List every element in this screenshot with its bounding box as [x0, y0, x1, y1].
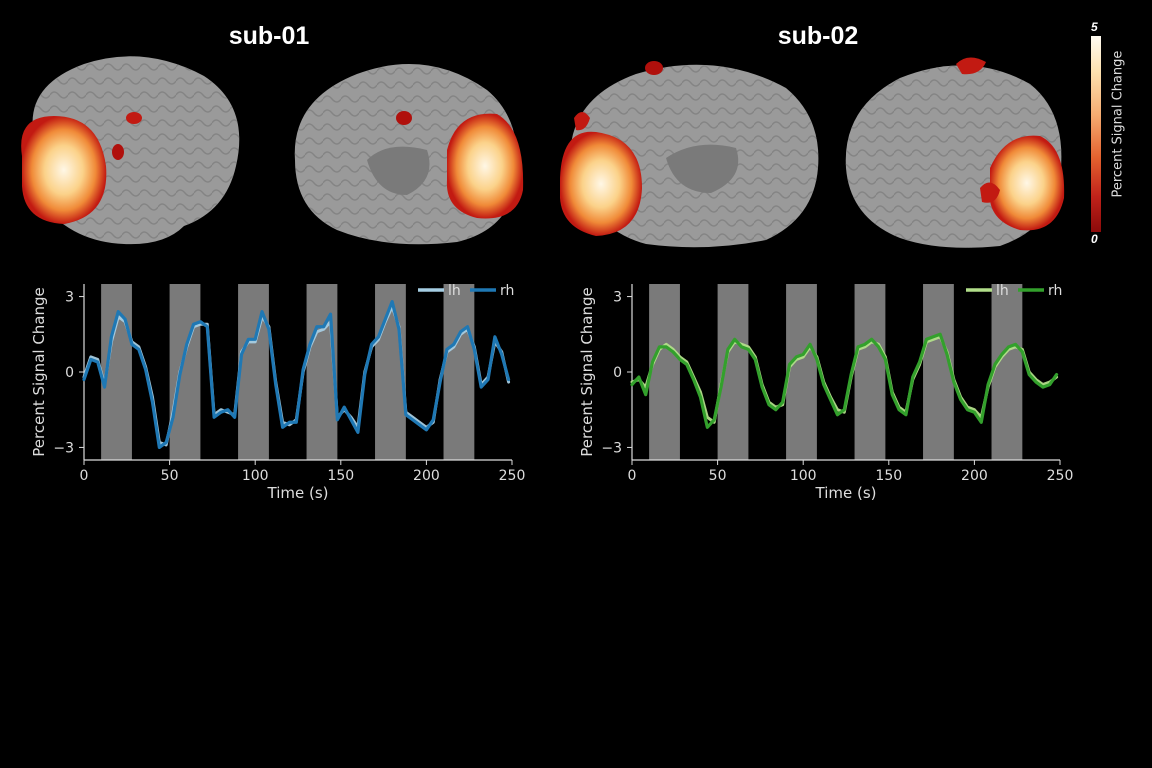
x-tick-label-5: 250 [499, 468, 526, 484]
brain-render-sub02-medial [560, 61, 819, 248]
y-tick-label-0: −3 [601, 440, 622, 456]
x-tick-label-1: 50 [161, 468, 179, 484]
y-tick-label-1: 0 [65, 365, 74, 381]
stimulus-block-1 [169, 284, 201, 460]
x-tick-label-3: 150 [327, 468, 354, 484]
stimulus-block-5 [443, 284, 475, 460]
x-tick-label-4: 200 [413, 468, 440, 484]
x-tick-label-2: 100 [790, 468, 817, 484]
series-line-rh [82, 300, 511, 450]
x-tick-label-0: 0 [628, 468, 637, 484]
x-tick-label-1: 50 [709, 468, 727, 484]
timecourse-chart-sub01: 0 50 100 150 200 250 −3 0 3 Time (s) Percent Signa… [30, 283, 526, 502]
colorbar-title: Percent Signal Change [1110, 50, 1126, 198]
stimulus-block-4 [923, 284, 954, 460]
subject-title-1: sub-01 [228, 22, 310, 50]
colorbar-max-label: 5 [1091, 20, 1098, 34]
x-axis-label: Time (s) [267, 484, 329, 502]
legend-label-lh: lh [996, 283, 1009, 299]
x-tick-label-5: 250 [1047, 468, 1074, 484]
stimulus-block-3 [306, 284, 338, 460]
colorbar [1091, 36, 1101, 232]
timecourse-chart-sub02: 0 50 100 150 200 250 −3 0 3 Time (s) Percent Signa… [578, 283, 1074, 502]
y-tick-label-2: 3 [613, 290, 622, 306]
series-line-rh [630, 332, 1059, 429]
stimulus-block-2 [786, 284, 817, 460]
stimulus-block-2 [238, 284, 269, 460]
y-tick-label-1: 0 [613, 365, 622, 381]
stimulus-block-3 [854, 284, 886, 460]
y-tick-label-2: 3 [65, 290, 74, 306]
brain-render-sub02-lateral [845, 57, 1065, 248]
stimulus-block-5 [991, 284, 1023, 460]
colorbar-min-label: 0 [1091, 232, 1098, 246]
subject-title-2: sub-02 [777, 22, 859, 50]
legend-label-lh: lh [448, 283, 461, 299]
y-axis-label: Percent Signal Change [30, 287, 48, 456]
brain-render-sub01-medial [294, 64, 524, 245]
x-tick-label-3: 150 [875, 468, 902, 484]
legend-label-rh: rh [500, 283, 514, 299]
y-axis-label: Percent Signal Change [578, 287, 596, 456]
legend-label-rh: rh [1048, 283, 1062, 299]
x-tick-label-2: 100 [242, 468, 269, 484]
x-axis-label: Time (s) [815, 484, 877, 502]
brain-render-sub01-lateral [21, 56, 240, 245]
x-tick-label-4: 200 [961, 468, 988, 484]
stimulus-block-0 [649, 284, 680, 460]
x-tick-label-0: 0 [80, 468, 89, 484]
y-tick-label-0: −3 [53, 440, 74, 456]
